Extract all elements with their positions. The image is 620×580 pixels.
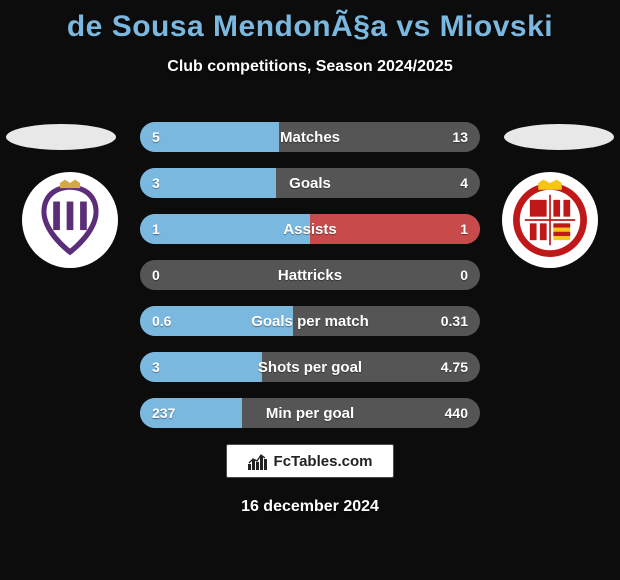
stat-row: 34Goals [140, 168, 480, 198]
valladolid-crest [28, 178, 112, 262]
stat-label: Goals per match [140, 306, 480, 336]
stat-label: Matches [140, 122, 480, 152]
stat-row: 11Assists [140, 214, 480, 244]
footer-date: 16 december 2024 [0, 498, 620, 516]
footer-logo: FcTables.com [226, 444, 394, 478]
stat-row: 00Hattricks [140, 260, 480, 290]
comparison-card: de Sousa MendonÃ§a vs Miovski Club compe… [0, 0, 620, 580]
footer-logo-text: FcTables.com [274, 453, 373, 470]
stat-label: Goals [140, 168, 480, 198]
stat-label: Shots per goal [140, 352, 480, 382]
player-photo-right [504, 124, 614, 150]
stat-row: 237440Min per goal [140, 398, 480, 428]
stat-label: Min per goal [140, 398, 480, 428]
stat-row: 34.75Shots per goal [140, 352, 480, 382]
stat-label: Hattricks [140, 260, 480, 290]
club-badge-right [502, 172, 598, 268]
girona-crest [508, 178, 592, 262]
comparison-subtitle: Club competitions, Season 2024/2025 [0, 58, 620, 76]
stat-label: Assists [140, 214, 480, 244]
stat-row: 0.60.31Goals per match [140, 306, 480, 336]
club-badge-left [22, 172, 118, 268]
player-photo-left [6, 124, 116, 150]
stats-container: 513Matches 34Goals 11Assists 00Hattricks 0.6… [140, 122, 480, 444]
comparison-title: de Sousa MendonÃ§a vs Miovski [0, 0, 620, 44]
stat-row: 513Matches [140, 122, 480, 152]
fctables-icon [248, 452, 270, 470]
